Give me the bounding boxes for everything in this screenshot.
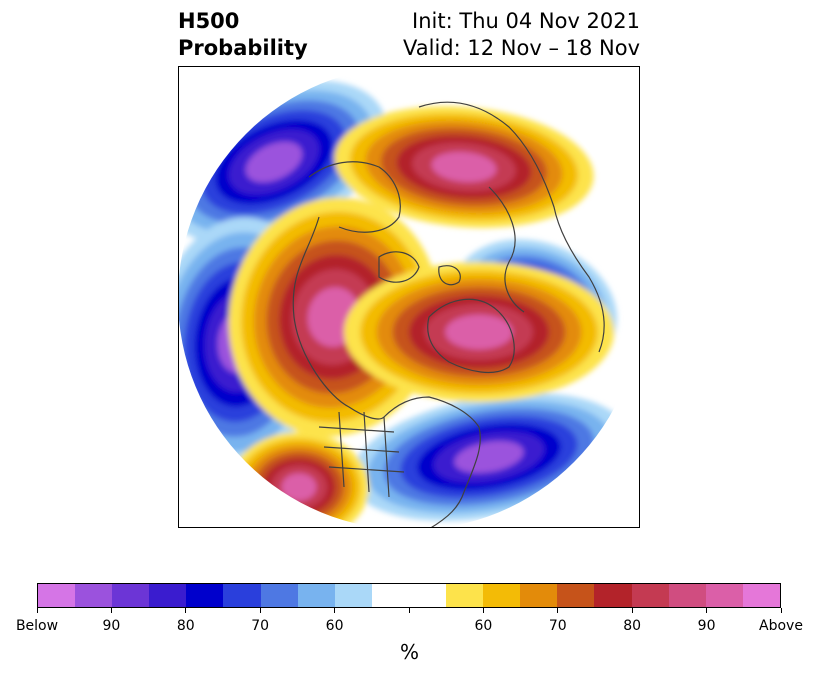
colorbar-ticks [36,608,782,614]
colorbar-segment [186,584,224,607]
us-high-contour [281,473,317,501]
arctic-islands [378,251,461,286]
colorbar-segment [223,584,261,607]
colorbar-segment [594,584,632,607]
siberia-low-contour [245,141,303,183]
greenland-coast [427,298,515,373]
colorbar-tick-label: 80 [623,618,642,634]
colorbar-tick-label: 90 [102,618,121,634]
colorbar-tick [185,608,187,613]
greenland-high-contour [445,314,513,350]
colorbar-segment [483,584,521,607]
map-title: H500 Probability [178,8,308,62]
eurasia-coast [418,101,605,353]
colorbar-segment [371,584,409,607]
colorbar-segment [260,584,298,607]
colorbar-tick-label: Below [15,618,59,634]
valid-range: Valid: 12 Nov – 18 Nov [403,36,640,60]
map-dates: Init: Thu 04 Nov 2021 Valid: 12 Nov – 18… [403,8,640,62]
colorbar-tick [557,608,559,613]
colorbar-tick-label: 90 [697,618,716,634]
colorbar-tick-label: 70 [548,618,567,634]
colorbar-tick [110,608,112,613]
colorbar-tick [259,608,261,613]
colorbar-tick [780,608,782,613]
map-panel [178,66,640,528]
colorbar-tick [36,608,38,613]
colorbar-segment [631,584,669,607]
colorbar-segment [408,584,447,607]
init-date: Init: Thu 04 Nov 2021 [412,9,640,33]
colorbar-segment [705,584,743,607]
probability-map [179,67,639,527]
colorbar-segment [520,584,558,607]
colorbar-segment [446,584,484,607]
colorbar-tick-label: 70 [251,618,270,634]
colorbar-segment [297,584,335,607]
colorbar-segment [334,584,372,607]
colorbar-segment [38,584,76,607]
europe-coast [488,186,525,313]
atlantic-low-contour [454,441,524,473]
colorbar-tick [334,608,336,613]
colorbar-unit-label: % [399,640,419,664]
colorbar-segment [75,584,113,607]
north-america-coast [292,216,481,527]
coastlines [292,101,605,527]
colorbar-tick [631,608,633,613]
colorbar-segment [742,584,780,607]
siberia-coast [308,161,401,233]
europe-high-contour [431,151,497,183]
colorbar-segment [112,584,150,607]
colorbar [37,583,781,608]
colorbar-segment [557,584,595,607]
colorbar-tick [482,608,484,613]
colorbar-tick [706,608,708,613]
colorbar-tick-label: 60 [325,618,344,634]
title-product: Probability [178,36,308,60]
title-variable: H500 [178,9,240,33]
colorbar-tick [408,608,410,613]
us-states-grid [318,411,405,498]
colorbar-tick-label: 60 [474,618,493,634]
colorbar-segment [668,584,706,607]
colorbar-tick-label: 80 [176,618,195,634]
colorbar-tick-label: Above [759,618,803,634]
colorbar-segment [149,584,187,607]
